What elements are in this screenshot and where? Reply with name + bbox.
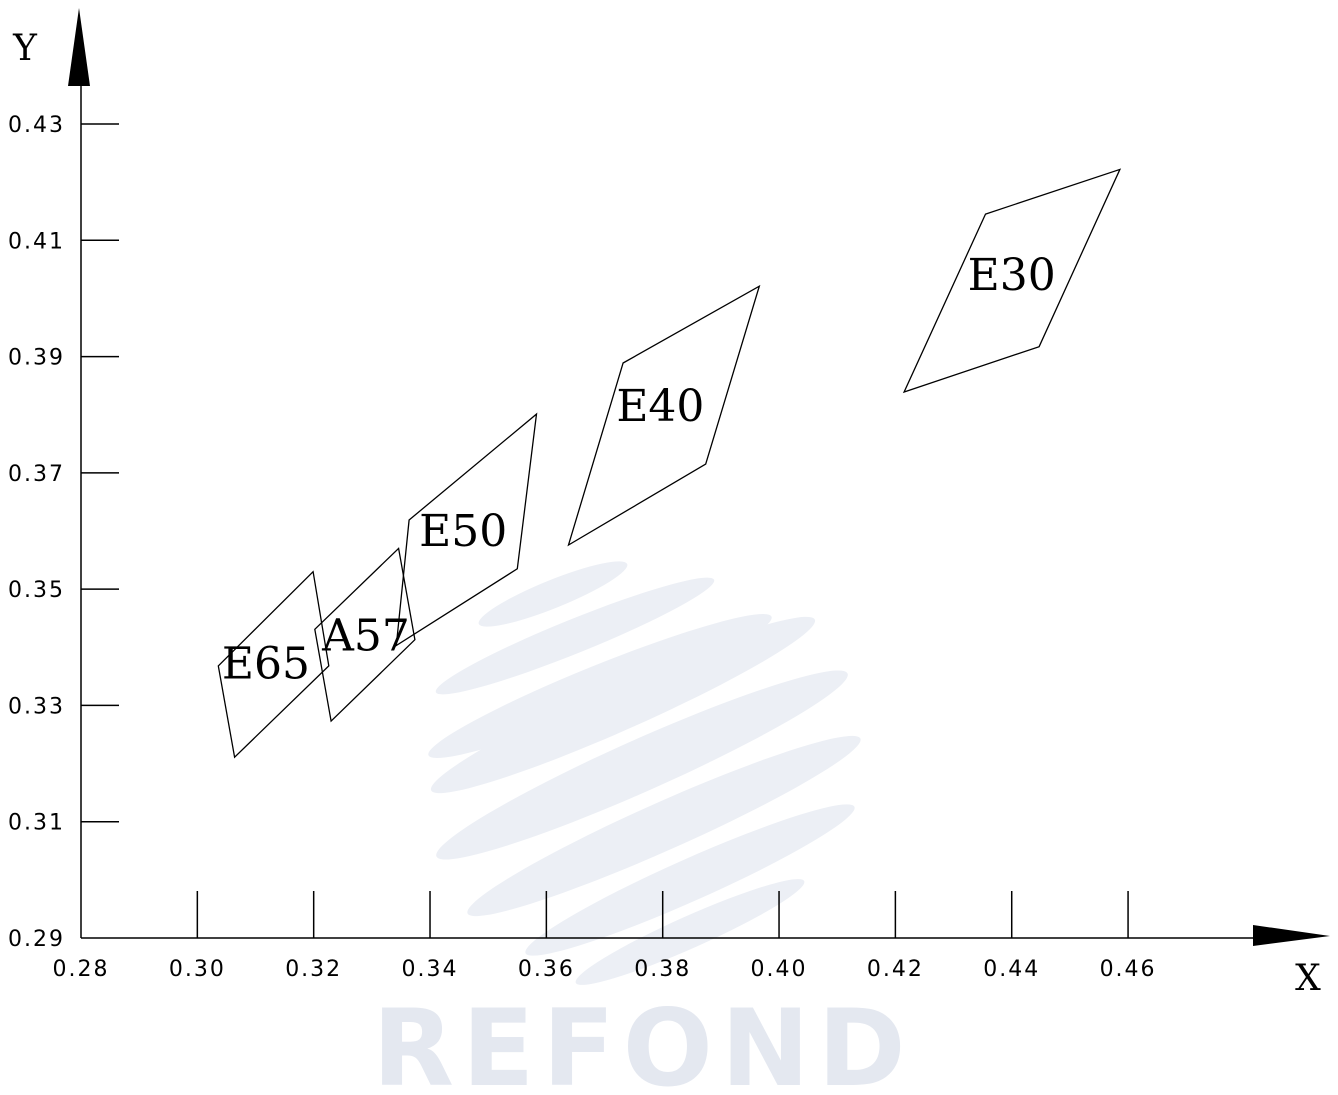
x-tick-label: 0.30 (169, 957, 226, 982)
watermark-logo: REFOND (372, 561, 913, 1095)
region-e30-quadrangle (902, 168, 1122, 394)
y-tick-label: 0.39 (8, 346, 65, 371)
y-axis-title: Y (12, 28, 38, 69)
y-tick-label: 0.37 (8, 462, 65, 487)
watermark-text: REFOND (372, 987, 913, 1095)
x-tick-label: 0.38 (634, 957, 691, 982)
y-tick-label: 0.29 (8, 927, 65, 952)
y-tick-label: 0.31 (8, 811, 65, 836)
region-e40-quadrangle (567, 284, 761, 547)
x-ticks: 0.28 0.30 0.32 0.34 0.36 0.38 0.40 0.42 0.44 0.46 (53, 891, 1157, 982)
region-e40-label: E40 (616, 381, 704, 432)
y-axis-arrow (68, 8, 90, 86)
region-e65-quadrangle (217, 570, 330, 759)
x-tick-label: 0.42 (867, 957, 924, 982)
x-tick-label: 0.34 (402, 957, 459, 982)
y-tick-label: 0.35 (8, 578, 65, 603)
y-tick-label: 0.41 (8, 229, 65, 254)
x-tick-label: 0.44 (983, 957, 1040, 982)
region-e50-label: E50 (419, 506, 507, 557)
x-tick-label: 0.40 (751, 957, 808, 982)
axes (80, 80, 1262, 939)
x-tick-label: 0.36 (518, 957, 575, 982)
x-axis-arrow (1253, 925, 1330, 946)
y-tick-label: 0.33 (8, 694, 65, 719)
x-axis-title: X (1295, 958, 1321, 999)
region-e50-quadrangle (395, 412, 538, 647)
region-a57-quadrangle (314, 547, 416, 723)
x-tick-label: 0.46 (1100, 957, 1157, 982)
x-tick-label: 0.28 (53, 957, 110, 982)
y-tick-label: 0.43 (8, 113, 65, 138)
region-e30-label: E30 (968, 250, 1056, 301)
region-e65-label: E65 (222, 639, 310, 690)
region-a57-label: A57 (321, 611, 410, 662)
y-ticks: 0.29 0.31 0.33 0.35 0.37 0.39 0.41 0.43 (8, 113, 119, 952)
x-tick-label: 0.32 (285, 957, 342, 982)
